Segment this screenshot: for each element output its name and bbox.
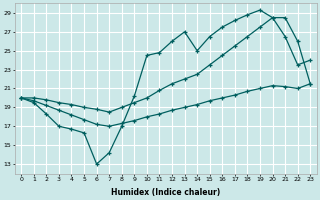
X-axis label: Humidex (Indice chaleur): Humidex (Indice chaleur) (111, 188, 220, 197)
